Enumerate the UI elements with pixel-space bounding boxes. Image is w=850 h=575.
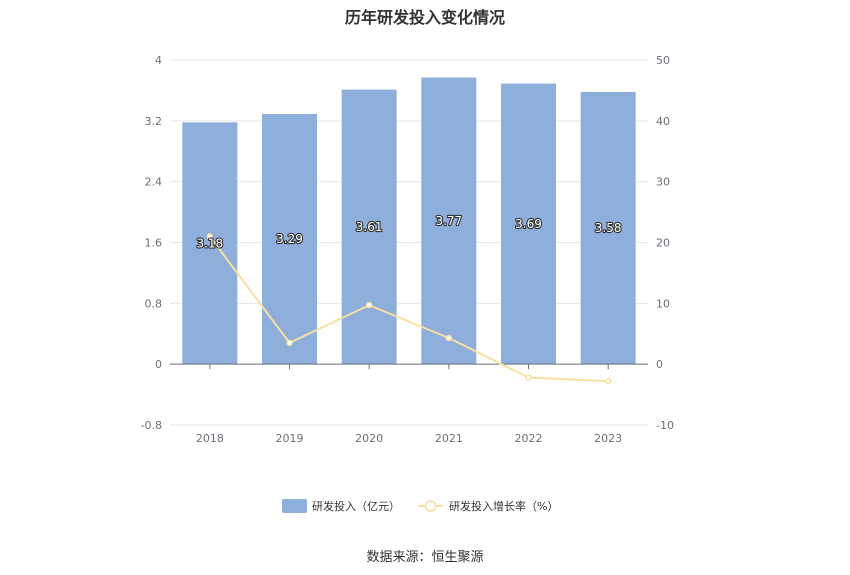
legend[interactable]: 研发投入（亿元） 研发投入增长率（%）	[282, 499, 558, 513]
left-tick-label: 0	[155, 358, 162, 371]
x-axis: 2018 2019 2020 2021 2022 2023	[170, 363, 648, 445]
growth-point	[206, 233, 214, 240]
growth-point	[604, 377, 612, 385]
legend-bar-swatch	[282, 499, 307, 513]
bar	[501, 83, 556, 365]
right-tick-label: 20	[656, 237, 670, 250]
x-tick-label: 2019	[276, 432, 304, 445]
right-tick-label: 50	[656, 54, 670, 67]
right-tick-label: 0	[656, 358, 663, 371]
bar	[262, 113, 317, 365]
x-tick-label: 2022	[515, 432, 543, 445]
bar	[421, 77, 477, 365]
bars	[182, 77, 636, 365]
growth-point	[365, 301, 373, 309]
legend-line-label: 研发投入增长率（%）	[449, 499, 558, 513]
growth-line	[206, 233, 612, 385]
bar-value-label: 3.69	[515, 217, 542, 231]
right-axis-ticks: 50 40 30 20 10 0 -10	[656, 54, 674, 432]
right-tick-label: 10	[656, 297, 670, 310]
growth-point	[525, 374, 532, 381]
grid-lines	[170, 59, 648, 426]
source-note: 数据来源：恒生聚源	[366, 550, 484, 565]
growth-point	[445, 334, 453, 342]
x-tick-label: 2021	[435, 432, 463, 445]
right-tick-label: -10	[656, 419, 674, 432]
right-tick-label: 30	[656, 176, 670, 189]
bar-value-label: 3.58	[595, 221, 622, 235]
bar-value-label: 3.61	[356, 220, 383, 234]
x-tick-label: 2023	[594, 432, 622, 445]
left-tick-label: 4	[155, 54, 162, 67]
left-tick-label: 2.4	[145, 176, 163, 189]
x-tick-label: 2020	[355, 432, 383, 445]
x-tick-label: 2018	[196, 432, 224, 445]
bar-data-labels: 3.18 3.29 3.61 3.77 3.69 3.58	[195, 213, 622, 252]
legend-line-marker	[424, 500, 437, 512]
bar-value-label: 3.29	[276, 232, 303, 246]
bar-value-label: 3.18	[196, 236, 223, 250]
growth-line-path	[209, 235, 609, 383]
bar	[182, 122, 238, 365]
left-tick-label: -0.8	[141, 419, 162, 432]
left-axis-ticks: 4 3.2 2.4 1.6 0.8 0 -0.8	[141, 54, 162, 432]
left-tick-label: 0.8	[145, 297, 163, 310]
legend-bar-label: 研发投入（亿元）	[312, 499, 400, 513]
chart-title: 历年研发投入变化情况	[344, 8, 505, 27]
bar	[580, 91, 636, 365]
left-tick-label: 1.6	[145, 237, 163, 250]
right-tick-label: 40	[656, 115, 670, 128]
bar-value-label: 3.77	[435, 214, 462, 228]
left-tick-label: 3.2	[145, 115, 163, 128]
growth-point	[286, 339, 293, 347]
bar	[341, 89, 397, 365]
